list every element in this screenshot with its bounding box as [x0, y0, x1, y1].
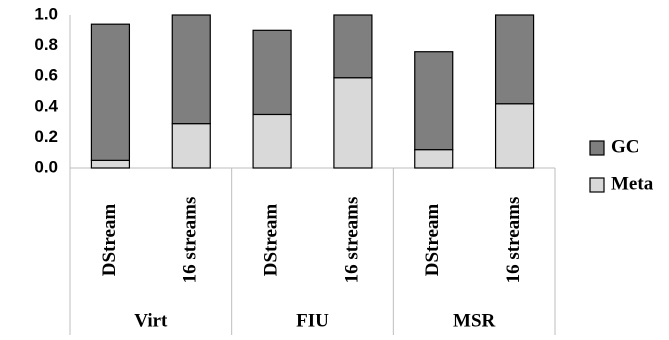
bar-segment	[171, 14, 211, 125]
x-tick-label: 16 streams	[341, 197, 362, 284]
x-tick-label: DStream	[260, 204, 281, 277]
y-tick-label: 0.4	[34, 96, 58, 115]
bar-segment	[333, 77, 373, 169]
bar-segment	[494, 103, 535, 169]
bar-segment	[414, 51, 454, 151]
group-label: Virt	[134, 310, 168, 331]
y-tick-label: 1.0	[34, 4, 58, 23]
bar-segment	[252, 113, 292, 169]
bar-segment	[171, 123, 211, 169]
y-tick-label: 0.0	[34, 157, 58, 176]
bar-segment	[333, 14, 373, 79]
group-label: MSR	[453, 310, 496, 331]
y-tick-label: 0.8	[34, 35, 58, 54]
legend-swatch	[589, 140, 605, 156]
x-tick-label: DStream	[99, 204, 120, 277]
x-tick-label: DStream	[422, 204, 443, 277]
bar-segment	[252, 29, 292, 116]
y-tick-label: 0.2	[34, 127, 58, 146]
legend-label: Meta	[611, 173, 654, 194]
bar-segment	[90, 159, 131, 169]
legend-label: GC	[611, 136, 640, 157]
bar-segment	[494, 14, 535, 105]
x-tick-label: 16 streams	[180, 197, 201, 284]
bar-segment	[414, 149, 454, 169]
bar-segment	[90, 23, 131, 161]
legend-swatch	[589, 177, 605, 193]
y-tick-label: 0.6	[34, 66, 58, 85]
group-label: FIU	[296, 310, 329, 331]
x-tick-label: 16 streams	[503, 197, 524, 284]
